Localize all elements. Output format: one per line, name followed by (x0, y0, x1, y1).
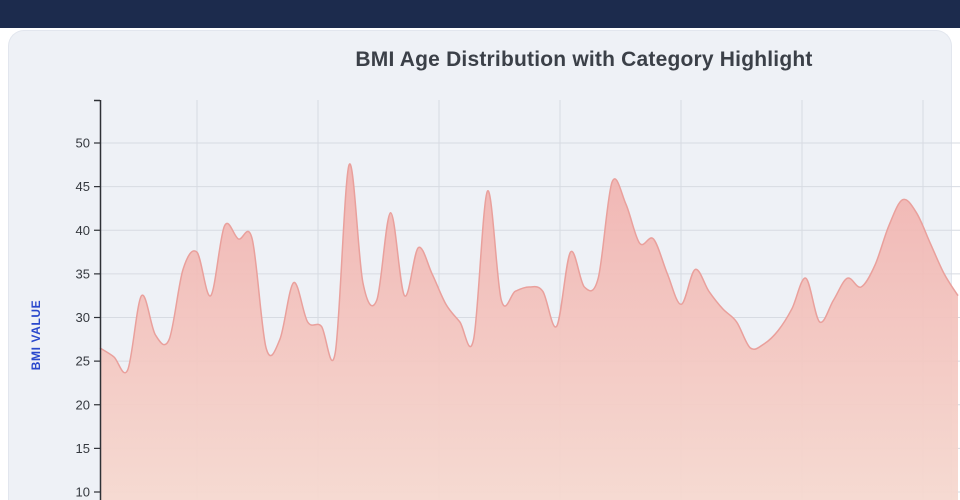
chart-title: BMI Age Distribution with Category Highl… (355, 48, 813, 71)
chart-card (8, 30, 952, 500)
top-navigation-bar (0, 0, 960, 28)
y-axis-title: BMI VALUE (29, 299, 43, 371)
